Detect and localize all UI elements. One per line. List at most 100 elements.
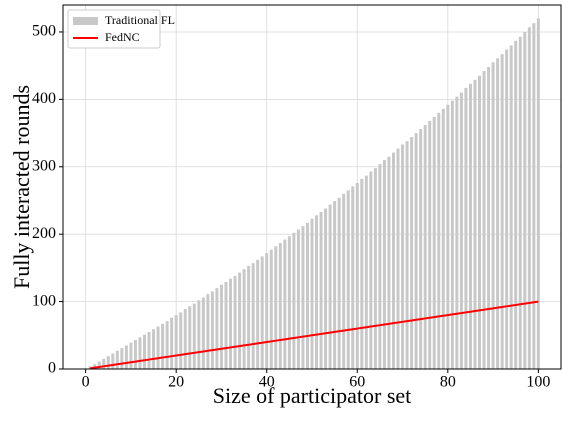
bar — [269, 249, 273, 369]
legend-label: Traditional FL — [105, 13, 175, 27]
y-tick-label: 0 — [48, 360, 56, 377]
bar — [487, 67, 491, 369]
bar — [215, 288, 219, 369]
bar — [378, 164, 382, 369]
bar — [315, 215, 319, 369]
bar — [296, 229, 300, 369]
bar — [301, 226, 305, 369]
bar — [382, 160, 386, 369]
bar — [305, 222, 309, 369]
bar — [256, 259, 260, 369]
bar — [509, 45, 513, 369]
bar — [210, 291, 214, 369]
bar — [505, 49, 509, 369]
bar — [423, 124, 427, 369]
bar — [319, 211, 323, 369]
bar — [147, 331, 151, 369]
bar — [152, 329, 156, 369]
bar — [142, 334, 146, 369]
y-tick-label: 400 — [32, 90, 56, 107]
plot-frame — [62, 4, 562, 370]
x-tick-label: 20 — [168, 374, 184, 391]
bar — [527, 27, 531, 369]
bar — [518, 36, 522, 369]
bar — [206, 294, 210, 369]
x-axis-label: Size of participator set — [213, 383, 412, 408]
bar — [111, 353, 115, 369]
bar — [478, 75, 482, 370]
bar — [93, 364, 97, 369]
bar — [401, 144, 405, 369]
bar — [446, 104, 450, 369]
y-tick-label: 500 — [32, 23, 56, 40]
bar — [197, 300, 201, 369]
bar — [455, 96, 459, 369]
bar — [437, 112, 441, 369]
bar — [156, 326, 160, 369]
bar — [102, 358, 106, 369]
bar — [396, 148, 400, 369]
bar — [278, 242, 282, 369]
bar — [450, 100, 454, 370]
bar — [514, 40, 518, 370]
bar — [414, 133, 418, 369]
bar — [219, 284, 223, 369]
bar — [251, 263, 255, 369]
bar — [360, 178, 364, 369]
bar — [432, 116, 436, 369]
bar — [337, 197, 341, 369]
bar — [170, 317, 174, 369]
bar — [283, 239, 287, 369]
bar — [229, 278, 233, 369]
bar — [500, 54, 504, 370]
bar — [482, 71, 486, 369]
x-tick-label: 60 — [349, 374, 365, 391]
y-tick-label: 200 — [32, 225, 56, 242]
bar — [346, 190, 350, 369]
bar — [532, 23, 536, 369]
bar — [124, 345, 128, 369]
bar — [410, 137, 414, 369]
bar — [391, 152, 395, 369]
bar — [364, 175, 368, 369]
bar — [260, 256, 264, 369]
bar — [459, 92, 463, 369]
bar — [120, 348, 124, 369]
bar — [179, 312, 183, 369]
x-tick-label: 80 — [440, 374, 456, 391]
bar — [233, 275, 237, 369]
bar — [292, 232, 296, 369]
bar — [310, 218, 314, 369]
bar — [369, 171, 373, 369]
bar — [165, 321, 169, 369]
bar — [324, 208, 328, 369]
legend-label: FedNC — [105, 30, 140, 44]
y-tick-label: 300 — [32, 157, 56, 174]
x-tick-label: 100 — [526, 374, 550, 391]
bar — [192, 303, 196, 369]
bar — [247, 265, 251, 369]
bar — [174, 315, 178, 369]
bar — [115, 350, 119, 369]
bar — [287, 236, 291, 369]
bar — [342, 193, 346, 369]
bar — [265, 253, 269, 369]
bar — [405, 141, 409, 369]
bar — [328, 204, 332, 369]
bar — [387, 156, 391, 369]
bar — [333, 201, 337, 369]
bar — [224, 282, 228, 369]
bar — [491, 62, 495, 369]
bar — [133, 340, 137, 369]
bar — [373, 168, 377, 369]
line — [90, 300, 539, 370]
bar — [138, 337, 142, 369]
bar — [161, 323, 165, 369]
bar — [97, 361, 101, 369]
bar — [274, 246, 278, 369]
bar — [201, 297, 205, 369]
bar — [496, 58, 500, 369]
y-tick-label: 100 — [32, 292, 56, 309]
